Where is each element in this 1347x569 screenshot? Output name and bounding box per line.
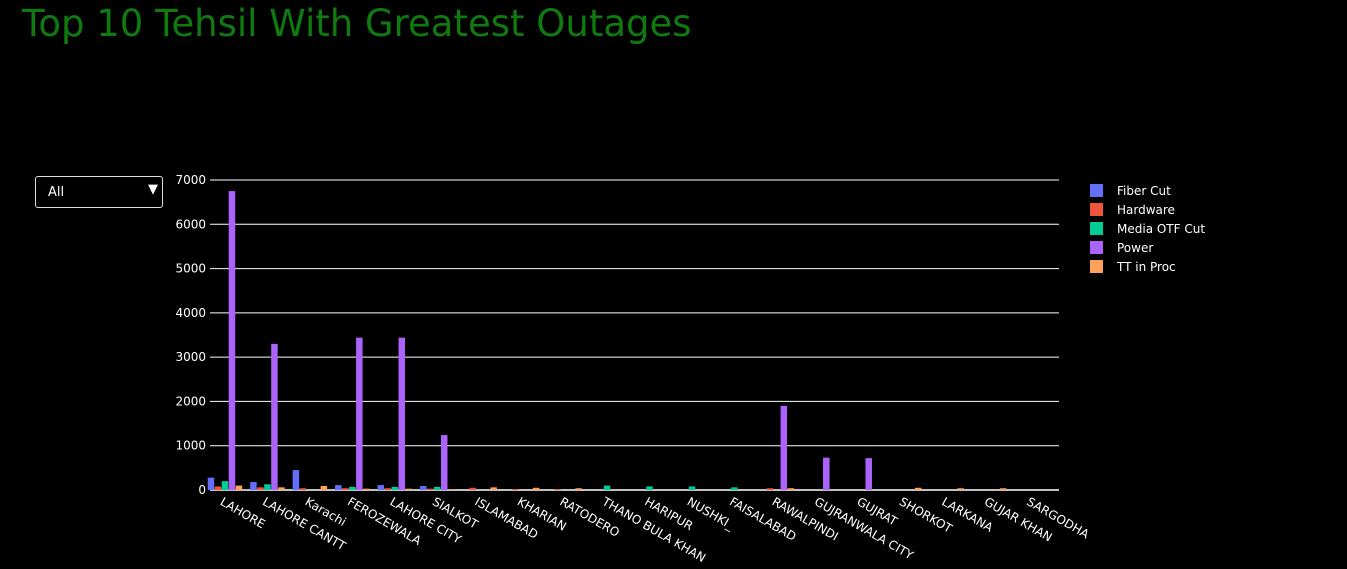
chart-gridlines — [210, 179, 1059, 491]
bar-hardware — [554, 489, 561, 490]
bar-power — [228, 191, 236, 491]
bar-power — [356, 337, 363, 490]
y-tick-label: 4000 — [175, 306, 206, 320]
bar-fiber-cut — [207, 477, 215, 490]
bar-hardware — [469, 487, 476, 490]
bar-tt-in-proc — [278, 487, 285, 490]
bar-media-otf-cut — [688, 486, 696, 490]
bar-power — [398, 337, 406, 490]
bar-fiber-cut — [292, 470, 300, 490]
x-tick-label: FEROZEWALA — [345, 494, 424, 548]
y-tick-label: 3000 — [175, 350, 206, 364]
bar-tt-in-proc — [914, 487, 922, 490]
bar-hardware — [511, 489, 519, 490]
legend-swatch — [1090, 222, 1103, 235]
legend-item[interactable]: Hardware — [1090, 200, 1205, 219]
legend-item[interactable]: Media OTF Cut — [1090, 219, 1205, 238]
page-title: Top 10 Tehsil With Greatest Outages — [22, 2, 692, 45]
bar-hardware — [766, 488, 774, 490]
dropdown-selected-value: All — [48, 185, 65, 200]
bar-tt-in-proc — [575, 488, 582, 490]
bar-tt-in-proc — [363, 488, 370, 490]
bar-tt-in-proc — [235, 485, 243, 490]
y-axis-ticks: 0 1000 2000 3000 4000 5000 6000 7000 — [175, 173, 206, 497]
legend-label: TT in Proc — [1117, 259, 1176, 274]
bar-tt-in-proc — [532, 487, 540, 490]
bar-hardware — [426, 488, 434, 490]
tehsil-filter-dropdown[interactable]: All ▼ — [35, 176, 163, 208]
bar-hardware — [342, 488, 349, 490]
bar-media-otf-cut — [349, 486, 356, 490]
bar-fiber-cut — [335, 485, 342, 490]
bar-media-otf-cut — [731, 487, 738, 490]
bar-media-otf-cut — [646, 486, 653, 490]
legend-label: Power — [1117, 240, 1154, 255]
legend-swatch — [1090, 241, 1103, 254]
legend-swatch — [1090, 184, 1103, 197]
bar-power — [271, 343, 278, 490]
legend-swatch — [1090, 260, 1103, 273]
bar-power — [440, 435, 448, 490]
bar-hardware — [384, 488, 392, 490]
legend-item[interactable]: Fiber Cut — [1090, 181, 1205, 200]
chart-legend: Fiber Cut Hardware Media OTF Cut Power TT in… — [1090, 181, 1205, 276]
bar-tt-in-proc — [787, 488, 795, 490]
bar-media-otf-cut — [603, 485, 611, 490]
bar-tt-in-proc — [320, 486, 328, 490]
x-tick-label: LAHORE — [218, 494, 268, 531]
y-tick-label: 1000 — [175, 439, 206, 453]
bar-media-otf-cut — [264, 484, 271, 490]
bar-hardware — [257, 487, 264, 490]
x-tick-label: NUSHKI_ — [685, 494, 738, 533]
y-tick-label: 5000 — [175, 262, 206, 276]
bar-tt-in-proc — [490, 487, 497, 490]
bar-power — [865, 458, 872, 490]
legend-label: Media OTF Cut — [1117, 221, 1206, 236]
legend-label: Fiber Cut — [1117, 183, 1171, 198]
bar-power — [780, 405, 788, 490]
y-tick-label: 7000 — [175, 173, 206, 187]
bar-tt-in-proc — [405, 488, 413, 490]
bar-fiber-cut — [250, 482, 257, 490]
y-tick-label: 0 — [198, 483, 206, 497]
bar-media-otf-cut — [221, 481, 229, 490]
legend-swatch — [1090, 203, 1103, 216]
chart-bars — [207, 191, 1007, 491]
legend-item[interactable]: Power — [1090, 238, 1205, 257]
bar-tt-in-proc — [447, 489, 455, 490]
bar-fiber-cut — [377, 485, 385, 490]
y-tick-label: 6000 — [175, 217, 206, 231]
bar-tt-in-proc — [999, 488, 1007, 490]
triangle-down-icon: ▼ — [148, 182, 158, 197]
bar-media-otf-cut — [433, 486, 441, 490]
bar-power — [823, 457, 830, 490]
y-tick-label: 2000 — [175, 394, 206, 408]
bar-fiber-cut — [419, 486, 427, 490]
bar-hardware — [299, 488, 307, 490]
bar-hardware — [214, 486, 222, 490]
legend-label: Hardware — [1117, 202, 1175, 217]
bar-tt-in-proc — [957, 488, 964, 490]
bar-media-otf-cut — [391, 486, 399, 490]
legend-item[interactable]: TT in Proc — [1090, 257, 1205, 276]
